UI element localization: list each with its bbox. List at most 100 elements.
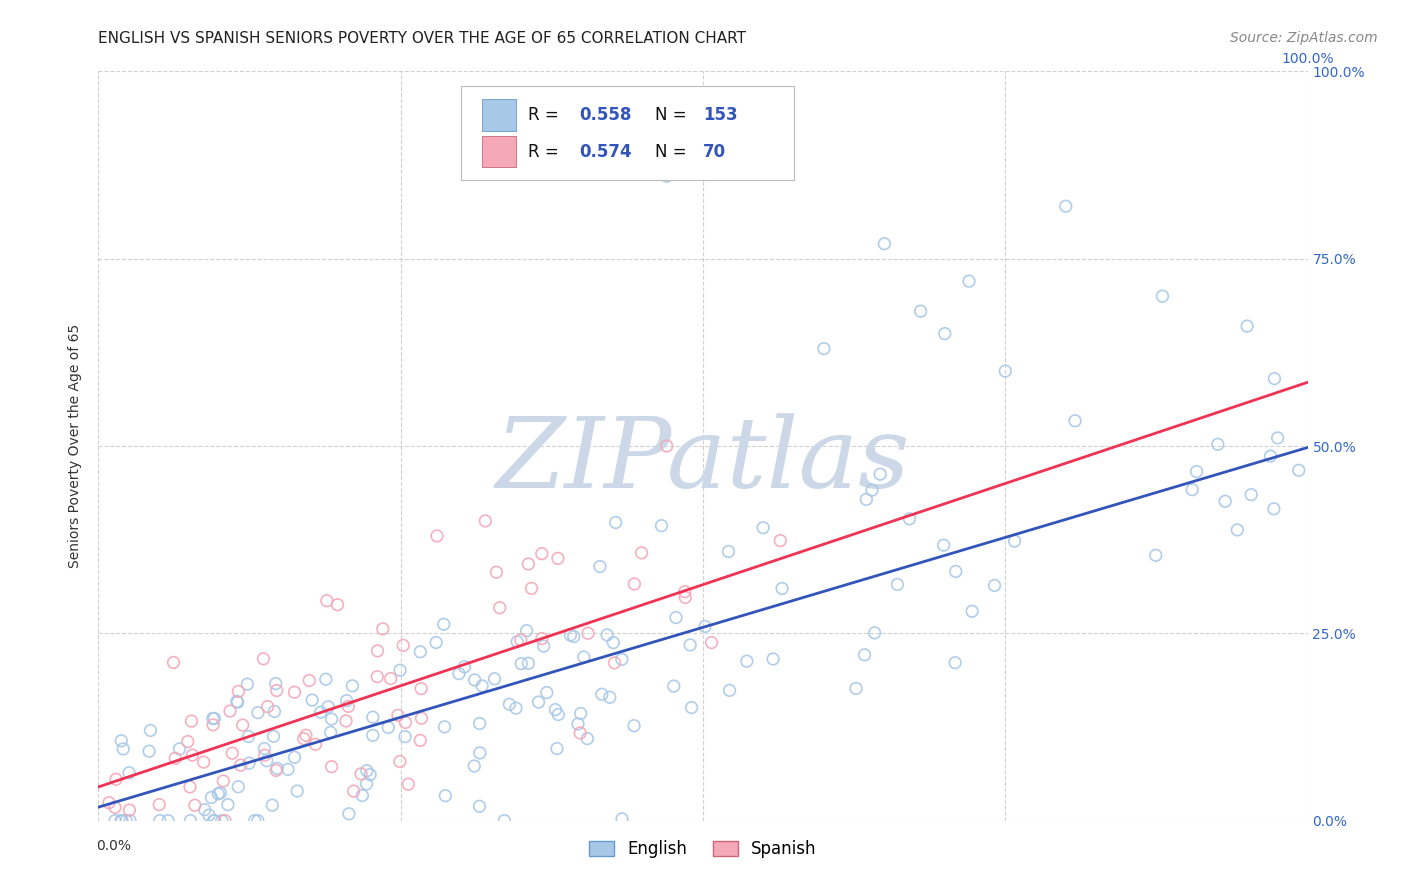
Point [409,645,432,659]
Point [105,772,128,787]
Point [253,741,276,756]
Point [770,582,793,596]
Point [494,814,516,828]
Point [994,364,1017,378]
Point [520,582,543,596]
Point [207,787,229,801]
Point [177,734,200,748]
Point [97,796,120,810]
Point [560,628,582,642]
Point [517,557,540,571]
Point [468,799,491,814]
Text: Source: ZipAtlas.com: Source: ZipAtlas.com [1230,31,1378,45]
Point [169,742,191,756]
Point [662,679,685,693]
Point [700,635,723,649]
Point [389,663,412,677]
Point [650,518,672,533]
Point [468,746,491,760]
Point [266,761,288,775]
Point [104,814,127,828]
Point [474,514,496,528]
Point [193,755,215,769]
Point [356,777,378,791]
Point [298,673,321,688]
Point [569,726,592,740]
Point [596,628,619,642]
Point [179,814,201,828]
Point [591,687,613,701]
Point [118,814,141,828]
Point [371,622,394,636]
Point [630,546,652,560]
Point [212,774,235,789]
Point [855,492,877,507]
Point [610,812,633,826]
Point [315,593,337,607]
Point [264,764,287,778]
Point [603,656,626,670]
Point [394,730,416,744]
Point [217,797,239,812]
Point [505,701,527,715]
Point [665,610,688,624]
Point [396,777,419,791]
Point [256,699,278,714]
Point [425,635,447,649]
Y-axis label: Seniors Poverty Over the Age of 65: Seniors Poverty Over the Age of 65 [69,324,83,568]
Point [463,759,485,773]
Point [576,731,599,746]
Point [602,635,624,649]
Point [533,639,555,653]
Text: 0.574: 0.574 [579,143,633,161]
Point [138,744,160,758]
Point [236,677,259,691]
Point [447,666,470,681]
Point [304,737,326,751]
Point [453,660,475,674]
Point [673,584,696,599]
Point [238,730,260,744]
Point [717,544,740,558]
Point [112,742,135,756]
Point [226,780,249,794]
Point [157,814,180,828]
Text: N =: N = [655,106,692,124]
Point [983,578,1005,592]
Point [256,754,278,768]
Point [292,731,315,746]
Point [343,784,366,798]
Point [229,758,252,772]
Point [567,717,589,731]
Point [1226,523,1249,537]
Point [1004,534,1026,549]
Point [321,759,343,773]
Point [530,547,553,561]
Text: ZIPatlas: ZIPatlas [496,413,910,508]
Text: 153: 153 [703,106,738,124]
Point [510,657,533,671]
Point [957,274,980,288]
Point [184,798,207,813]
Point [934,326,956,341]
Point [394,715,416,730]
Point [1185,465,1208,479]
Point [1236,319,1258,334]
Point [253,748,276,763]
Point [845,681,868,696]
Point [149,814,172,828]
Point [209,786,232,800]
Text: ENGLISH VS SPANISH SENIORS POVERTY OVER THE AGE OF 65 CORRELATION CHART: ENGLISH VS SPANISH SENIORS POVERTY OVER … [98,31,747,46]
Point [367,644,389,658]
Point [762,652,785,666]
Text: 0.558: 0.558 [579,106,633,124]
Text: R =: R = [527,143,564,161]
Point [718,683,741,698]
Point [434,789,457,803]
Point [359,767,381,781]
Point [377,721,399,735]
Point [352,789,374,803]
Point [263,705,285,719]
Point [204,814,226,828]
Point [221,746,243,760]
